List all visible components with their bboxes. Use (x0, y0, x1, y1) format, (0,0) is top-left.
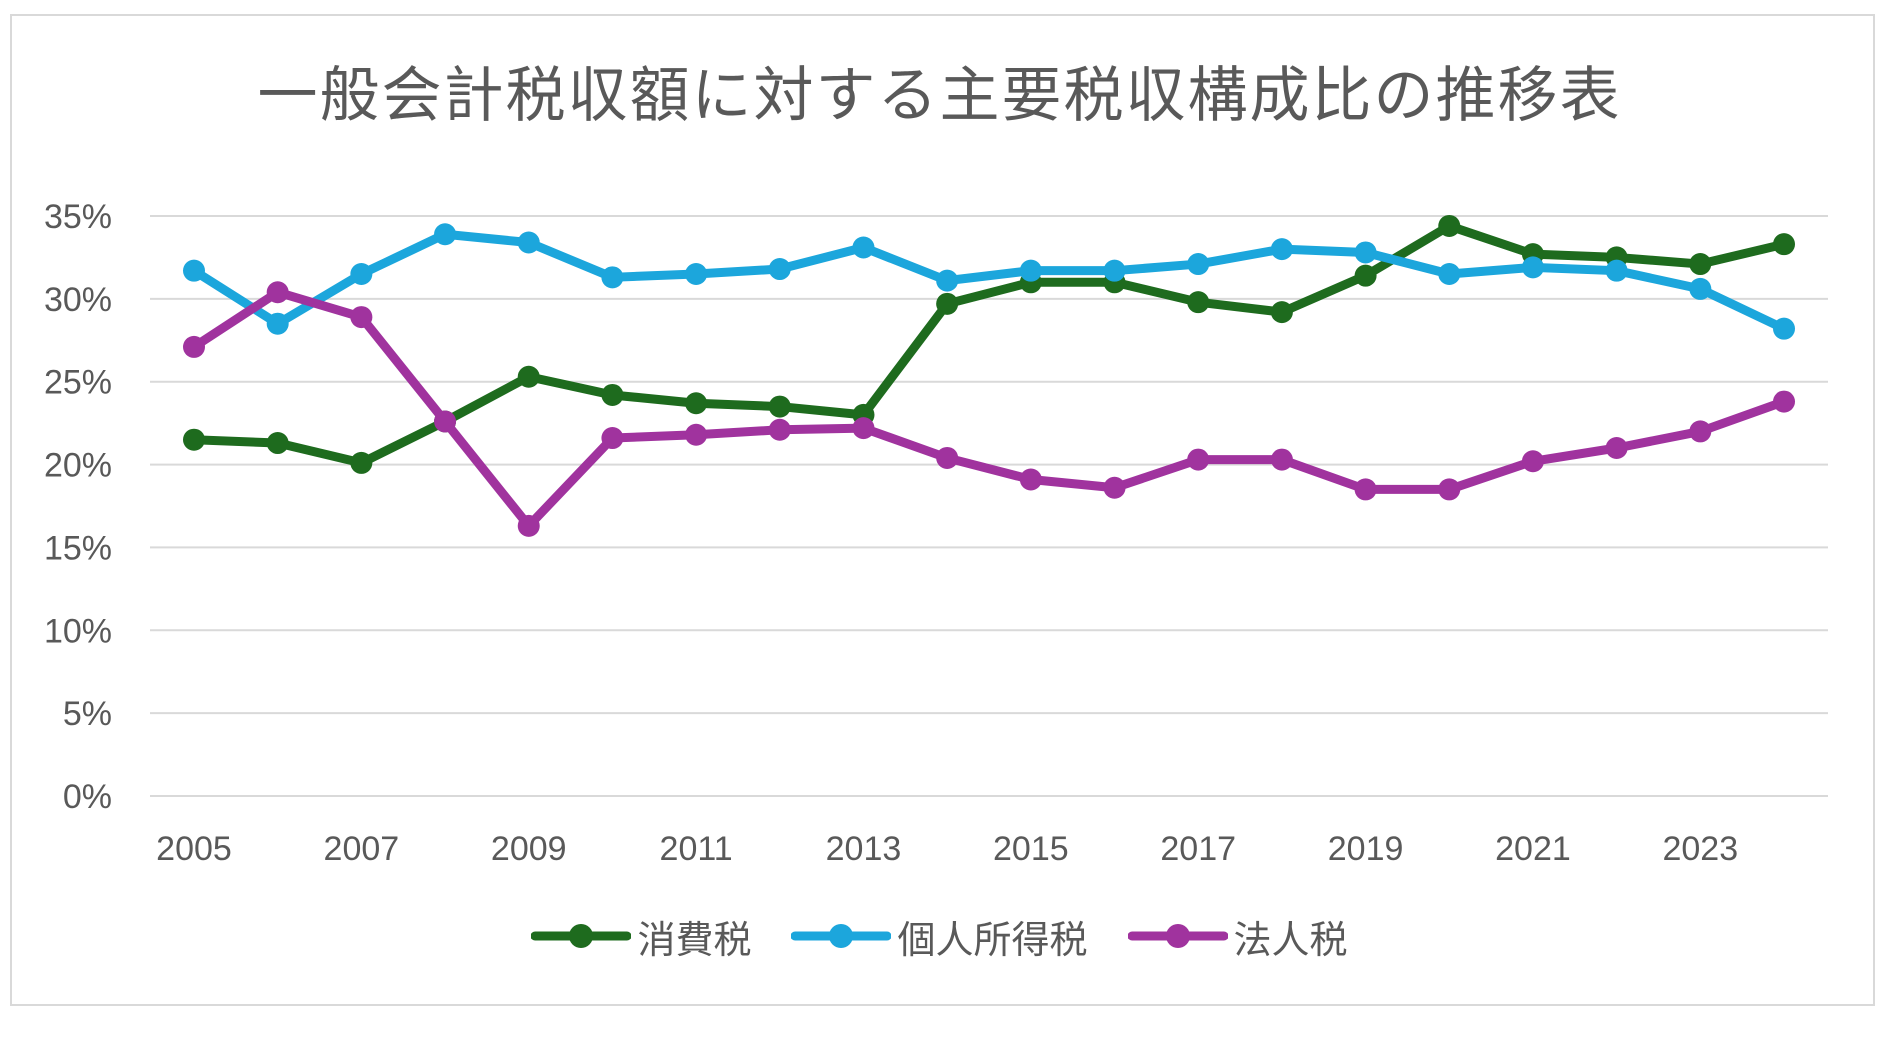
legend-item: 消費税 (531, 909, 751, 964)
data-point (1773, 390, 1795, 413)
series-lines (183, 214, 1795, 537)
data-point (517, 365, 540, 388)
data-point (1438, 214, 1461, 237)
data-point (936, 446, 959, 469)
legend-item: 個人所得税 (791, 909, 1088, 964)
data-point (1438, 263, 1461, 285)
data-point (434, 223, 457, 246)
data-point (1019, 468, 1042, 491)
data-point (936, 292, 959, 315)
data-point (1773, 317, 1795, 340)
data-point (434, 410, 457, 433)
data-point (768, 418, 791, 441)
data-point (1521, 256, 1544, 279)
data-point (183, 259, 205, 282)
x-axis-ticks: 2005 2007 2009 2011 2013 2015 2017 2019 2021 2023 (156, 830, 1738, 868)
legend-label: 法人税 (1233, 917, 1348, 962)
legend-label: 消費税 (637, 917, 752, 962)
legend: 消費税 個人所得税 法人税 (0, 906, 1879, 966)
x-tick-label: 2017 (1160, 830, 1236, 868)
y-axis-ticks: 0% 5% 10% 15% 20% 25% 30% 35% (44, 198, 112, 816)
data-point (1187, 448, 1210, 471)
series-0 (183, 214, 1795, 474)
data-point (1689, 420, 1712, 443)
data-point (183, 428, 205, 451)
data-point (601, 427, 624, 450)
data-point (1354, 241, 1377, 264)
data-point (266, 312, 289, 335)
series-1 (183, 223, 1795, 340)
y-tick-label: 5% (63, 695, 112, 733)
y-tick-label: 0% (63, 778, 112, 816)
data-point (1270, 238, 1293, 261)
data-point (852, 236, 875, 259)
data-point (1019, 259, 1042, 282)
x-tick-label: 2007 (324, 830, 400, 868)
legend-swatch-marker (569, 924, 594, 948)
data-point (1689, 253, 1712, 276)
gridlines (150, 215, 1828, 797)
data-point (601, 266, 624, 289)
data-point (1605, 437, 1628, 459)
data-point (1187, 291, 1210, 314)
data-point (517, 514, 540, 537)
legend-item: 法人税 (1127, 909, 1348, 964)
legend-swatch (531, 924, 632, 948)
y-tick-label: 15% (44, 529, 112, 567)
x-tick-label: 2019 (1328, 830, 1404, 868)
data-point (685, 392, 708, 415)
y-tick-label: 30% (44, 281, 112, 319)
data-point (1354, 478, 1377, 501)
legend-label: 個人所得税 (897, 917, 1088, 962)
x-tick-label: 2013 (826, 830, 902, 868)
data-point (768, 395, 791, 418)
data-point (852, 417, 875, 440)
y-tick-label: 10% (44, 612, 112, 650)
series-2 (183, 281, 1795, 537)
data-point (1270, 448, 1293, 471)
x-tick-label: 2005 (156, 830, 232, 868)
series-line (189, 229, 1789, 334)
data-point (350, 306, 373, 329)
data-point (1270, 301, 1293, 324)
data-point (1521, 450, 1544, 473)
data-point (517, 231, 540, 254)
data-point (1773, 233, 1795, 256)
data-point (183, 335, 205, 358)
y-tick-label: 25% (44, 364, 112, 402)
data-point (350, 263, 373, 285)
series-line (189, 221, 1789, 468)
x-tick-label: 2011 (660, 830, 733, 868)
series-line (189, 287, 1789, 531)
chart-title: 一般会計税収額に対する主要税収構成比の推移表 (257, 61, 1622, 131)
y-tick-label: 20% (44, 447, 112, 485)
x-tick-label: 2023 (1662, 830, 1738, 868)
x-tick-label: 2021 (1495, 830, 1571, 868)
data-point (266, 432, 289, 455)
y-tick-label: 35% (44, 198, 112, 236)
data-point (936, 269, 959, 292)
data-point (1103, 259, 1126, 282)
x-tick-label: 2015 (993, 830, 1069, 868)
data-point (1605, 259, 1628, 282)
legend-swatch (1127, 924, 1228, 948)
data-point (266, 281, 289, 304)
x-tick-label: 2009 (491, 830, 567, 868)
data-point (601, 383, 624, 406)
data-point (1187, 253, 1210, 276)
data-point (1438, 478, 1461, 501)
legend-swatch-marker (1165, 924, 1190, 948)
data-point (768, 258, 791, 281)
data-point (1103, 476, 1126, 499)
legend-swatch-marker (829, 924, 854, 948)
chart-frame (10, 14, 1875, 1006)
legend-swatch (791, 924, 892, 948)
data-point (685, 423, 708, 446)
data-point (1689, 277, 1712, 300)
data-point (350, 451, 373, 474)
data-point (685, 263, 708, 285)
data-point (1354, 264, 1377, 287)
